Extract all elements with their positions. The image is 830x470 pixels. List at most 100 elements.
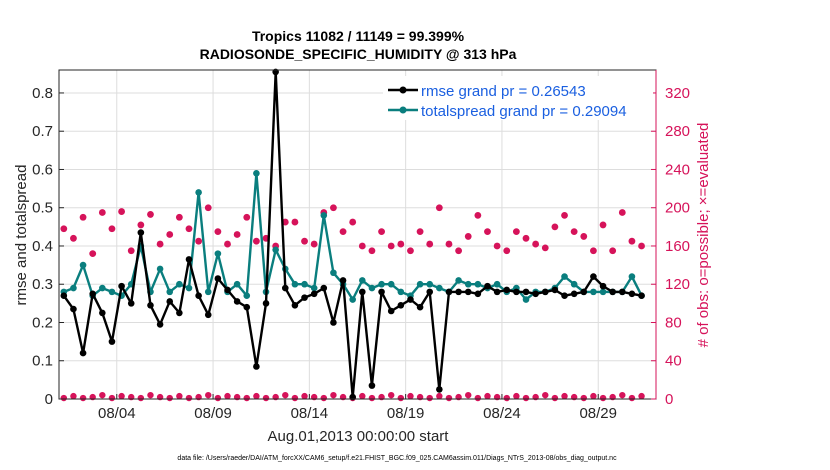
spread-point: [176, 280, 183, 288]
obs-evaluated-marker: [176, 392, 183, 400]
obs-evaluated-marker: [185, 394, 193, 402]
y-left-tick-label: 0.2: [32, 314, 53, 331]
y-right-tick-label: 280: [665, 123, 690, 140]
obs-possible-marker: [474, 211, 482, 219]
spread-point: [185, 284, 193, 292]
obs-possible-marker: [60, 225, 68, 233]
x-tick-label: 08/04: [98, 405, 136, 422]
obs-possible-marker: [541, 244, 549, 252]
spread-point: [599, 288, 607, 296]
obs-evaluated-marker: [426, 394, 433, 402]
spread-point: [522, 296, 530, 303]
rmse-point: [570, 290, 578, 298]
obs-evaluated-marker: [320, 394, 327, 402]
spread-point: [330, 269, 337, 277]
legend: rmse grand pr = 0.26543 totalspread gran…: [383, 76, 653, 120]
obs-evaluated-marker: [60, 394, 68, 402]
obs-evaluated-marker: [638, 392, 645, 400]
rmse-point: [359, 288, 366, 296]
rmse-point: [397, 301, 405, 309]
spread-point: [204, 288, 212, 296]
rmse-point: [118, 282, 125, 290]
obs-evaluated-marker: [465, 391, 472, 399]
obs-possible-marker: [243, 213, 251, 221]
rmse-point: [243, 303, 251, 311]
spread-point: [166, 288, 174, 296]
y-left-tick-label: 0: [45, 391, 53, 408]
obs-possible-marker: [70, 234, 77, 242]
obs-evaluated-marker: [628, 394, 636, 402]
rmse-point: [387, 307, 395, 315]
obs-evaluated-marker: [368, 394, 376, 402]
obs-possible-marker: [214, 228, 222, 236]
rmse-point: [204, 311, 212, 319]
obs-evaluated-marker: [253, 392, 260, 400]
spread-point: [301, 280, 308, 288]
obs-possible-marker: [108, 225, 116, 233]
rmse-point: [147, 301, 154, 309]
obs-evaluated-marker: [445, 394, 453, 402]
y-left-tick-label: 0.6: [32, 161, 53, 178]
obs-evaluated-marker: [397, 394, 405, 402]
obs-possible-marker: [618, 209, 626, 216]
obs-possible-marker: [127, 247, 135, 255]
obs-possible-marker: [195, 237, 203, 245]
spread-point: [108, 288, 116, 296]
rmse-point: [310, 290, 318, 298]
spread-point: [570, 280, 578, 288]
obs-possible-marker: [166, 231, 174, 238]
spread-point: [493, 280, 501, 288]
rmse-point: [407, 296, 414, 303]
spread-point: [253, 169, 260, 177]
rmse-point: [301, 294, 308, 301]
spread-point: [561, 273, 568, 280]
spread-point: [397, 288, 405, 296]
obs-possible-marker: [532, 240, 540, 248]
rmse-point: [176, 309, 183, 317]
obs-evaluated-marker: [551, 394, 559, 402]
rmse-point: [60, 292, 68, 300]
spread-point: [474, 280, 482, 288]
obs-evaluated-marker: [147, 391, 154, 399]
y-right-tick-label: 120: [665, 276, 690, 293]
obs-evaluated-marker: [282, 391, 289, 399]
obs-evaluated-marker: [262, 394, 270, 402]
rmse-point: [599, 282, 607, 290]
obs-evaluated-marker: [224, 392, 231, 400]
rmse-point: [378, 288, 385, 296]
spread-point: [272, 246, 279, 254]
rmse-point: [609, 288, 616, 296]
obs-evaluated-marker: [503, 394, 510, 402]
y-axis-left-label: rmse and totalspread: [13, 165, 30, 306]
obs-possible-marker: [79, 213, 87, 221]
obs-possible-marker: [291, 218, 299, 226]
rmse-point: [195, 292, 202, 300]
rmse-point: [551, 286, 559, 294]
obs-possible-marker: [233, 231, 241, 238]
rmse-point: [339, 277, 347, 284]
obs-evaluated-marker: [118, 392, 125, 400]
obs-evaluated-marker: [70, 392, 77, 400]
axis-ticks: 08/04 08/09 08/14 08/19 08/24 08/29 0 0.1 0.2 0.3…: [32, 70, 690, 422]
obs-evaluated-marker: [590, 392, 597, 400]
spread-point: [156, 265, 164, 273]
rmse-point: [445, 288, 453, 296]
rmse-point: [233, 298, 241, 305]
obs-possible-marker: [89, 250, 97, 258]
spread-point: [214, 250, 222, 257]
obs-evaluated-marker: [580, 394, 587, 402]
rmse-point: [368, 382, 376, 389]
spread-point: [99, 284, 106, 292]
spread-point: [464, 280, 472, 288]
obs-possible-marker: [204, 204, 212, 212]
spread-point: [79, 261, 87, 269]
obs-possible-marker: [493, 242, 501, 250]
rmse-point: [166, 298, 174, 305]
obs-possible-marker: [551, 223, 559, 231]
y-left-tick-label: 0.3: [32, 276, 53, 293]
obs-evaluated-marker: [407, 392, 414, 400]
obs-possible-marker: [358, 242, 366, 250]
rmse-point: [474, 290, 482, 298]
obs-possible-marker: [378, 228, 385, 236]
